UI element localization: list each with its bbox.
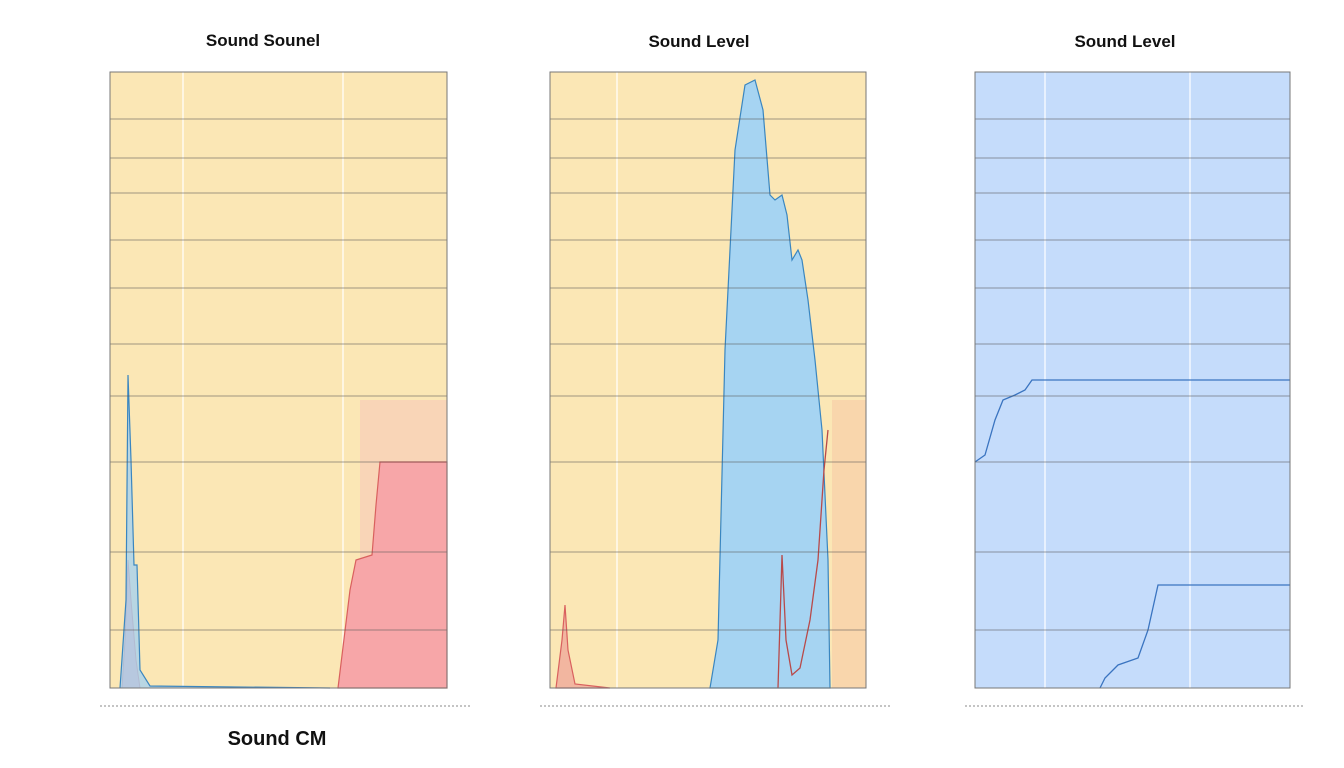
frame — [974, 71, 1291, 689]
area — [709, 79, 831, 689]
curve — [974, 379, 1290, 463]
band — [832, 400, 866, 688]
curve — [119, 374, 331, 689]
frame — [109, 71, 448, 689]
caption: Sound CM — [228, 728, 327, 750]
panel-title: Sound Level — [648, 32, 749, 51]
curve — [1099, 584, 1290, 689]
panel-title: Sound Level — [1074, 32, 1175, 51]
frame — [549, 71, 867, 689]
curve — [777, 429, 829, 689]
panel-title: Sound Sounel — [206, 31, 320, 50]
panel — [550, 72, 866, 689]
panel — [974, 72, 1290, 689]
panel — [110, 72, 448, 689]
grid — [110, 118, 1290, 631]
